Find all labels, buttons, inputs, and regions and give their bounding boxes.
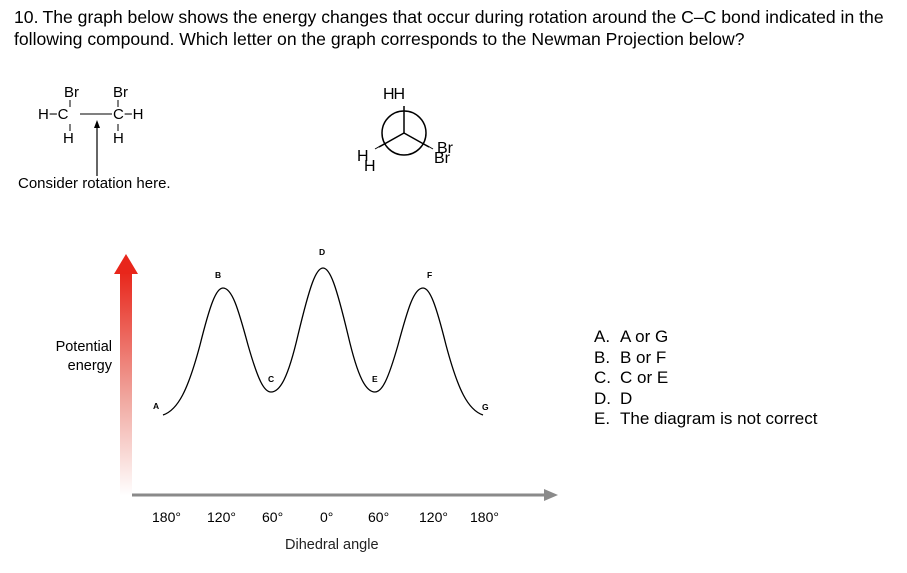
answer-choices: A. A or G B. B or F C. C or E D. D E. The dia… [594, 327, 817, 430]
y-axis-arrowhead [114, 254, 138, 274]
h-left-label: H [63, 130, 74, 147]
y-axis-bar [120, 272, 132, 496]
question-body: The graph below shows the energy changes… [14, 7, 884, 49]
question-text: 10. The graph below shows the energy chan… [14, 6, 899, 50]
question-number: 10. [14, 7, 39, 27]
newman-left-h-front: H [357, 148, 369, 165]
point-b: B [215, 270, 221, 280]
right-carbon-label: C−H [113, 106, 144, 123]
y-axis-label: Potential energy [30, 338, 112, 376]
point-e: E [372, 374, 378, 384]
x-tick-0: 180° [152, 509, 181, 525]
rotation-note: Consider rotation here. [18, 175, 171, 192]
x-tick-1: 120° [207, 509, 236, 525]
newman-top-h-labels: HH [383, 86, 405, 103]
newman-right-br-front: Br [437, 140, 453, 157]
x-axis-arrowhead [544, 489, 558, 501]
br-left-label: Br [64, 84, 79, 101]
point-d: D [319, 247, 325, 257]
newman-right-br-back: Br [434, 150, 450, 167]
compound-bonds [69, 100, 119, 176]
point-f: F [427, 270, 432, 280]
x-tick-5: 120° [419, 509, 448, 525]
point-g: G [482, 402, 489, 412]
point-a: A [153, 401, 159, 411]
h-right-label: H [113, 130, 124, 147]
y-axis-label-line2: energy [67, 358, 112, 374]
choice-d[interactable]: D. D [594, 388, 633, 408]
x-tick-6: 180° [470, 509, 499, 525]
x-tick-3: 0° [320, 509, 334, 525]
newman-projection [374, 106, 434, 156]
x-tick-2: 60° [262, 509, 284, 525]
newman-left-h-back: H [364, 158, 376, 175]
x-axis-label: Dihedral angle [285, 537, 379, 553]
br-right-label: Br [113, 84, 128, 101]
choice-a[interactable]: A. A or G [594, 327, 669, 346]
y-axis-label-line1: Potential [55, 339, 112, 355]
left-carbon-label: H−C [38, 106, 69, 123]
choice-e[interactable]: E. The diagram is not correct [594, 409, 818, 428]
energy-curve [162, 267, 484, 416]
choice-c[interactable]: C. C or E [594, 368, 669, 387]
x-tick-4: 60° [368, 509, 390, 525]
choice-b[interactable]: B. B or F [594, 347, 667, 367]
point-c: C [268, 374, 274, 384]
